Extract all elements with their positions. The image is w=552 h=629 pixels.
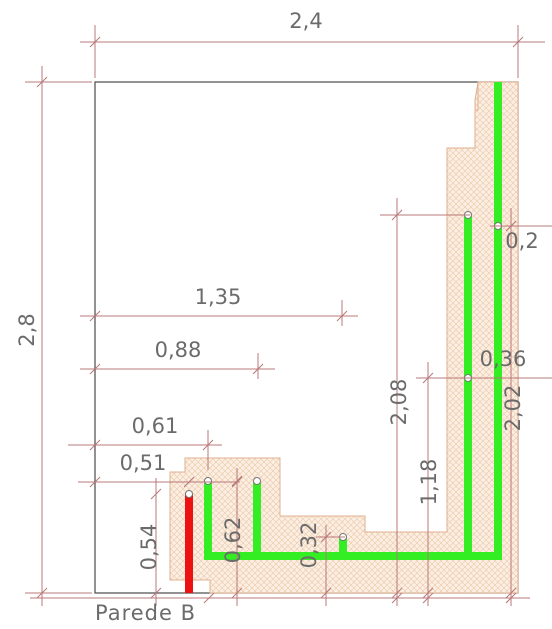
baseline-tick-3 xyxy=(422,592,434,604)
cold-pipe-main xyxy=(204,82,502,560)
baseline-tick-1 xyxy=(203,592,215,604)
baseline-tick-2 xyxy=(391,592,403,604)
dim-2-08-label: 2,08 xyxy=(387,379,411,426)
dim-0-54-label: 0,54 xyxy=(137,524,161,571)
dim-0-62-label: 0,62 xyxy=(221,517,245,564)
dim-height-label: 2,8 xyxy=(15,313,39,346)
dim-0-51-label: 0,51 xyxy=(120,451,167,475)
dim-0-2: 0,2 xyxy=(505,229,538,253)
dim-1-35: 1,35 xyxy=(80,285,358,326)
dim-0-32: 0,32 xyxy=(297,522,345,606)
dim-2-02-label: 2,02 xyxy=(501,385,525,432)
dim-0-61-label: 0,61 xyxy=(132,414,179,438)
dim-1-18: 1,18 xyxy=(416,362,470,606)
outlet-cold-1 xyxy=(204,477,212,485)
dim-0-61: 0,61 xyxy=(68,414,222,470)
dim-0-36: 0,36 xyxy=(460,347,552,379)
dim-0-32-label: 0,32 xyxy=(297,522,321,569)
baseline-tick-4 xyxy=(505,592,517,604)
dim-width-label: 2,4 xyxy=(289,9,322,33)
dim-height: 2,8 xyxy=(15,66,92,606)
dim-2-08: 2,08 xyxy=(380,198,470,606)
outlet-hot xyxy=(185,490,193,498)
outlet-cold-2 xyxy=(253,477,261,485)
dim-0-88-label: 0,88 xyxy=(155,338,202,362)
dim-1-35-label: 1,35 xyxy=(195,285,242,309)
dim-width: 2,4 xyxy=(80,9,545,78)
dim-0-54: 0,54 xyxy=(137,478,162,606)
dim-0-36-label: 0,36 xyxy=(480,347,527,371)
dim-0-51: 0,51 xyxy=(78,451,243,488)
wall-label: Parede B xyxy=(95,601,196,625)
dim-0-88: 0,88 xyxy=(80,338,275,379)
dim-0-62: 0,62 xyxy=(221,468,245,606)
dim-1-18-label: 1,18 xyxy=(417,459,441,506)
dim-2-02: 2,02 xyxy=(490,208,552,606)
dim-0-2-label: 0,2 xyxy=(505,229,538,253)
pipe-chase-shape xyxy=(169,81,519,594)
